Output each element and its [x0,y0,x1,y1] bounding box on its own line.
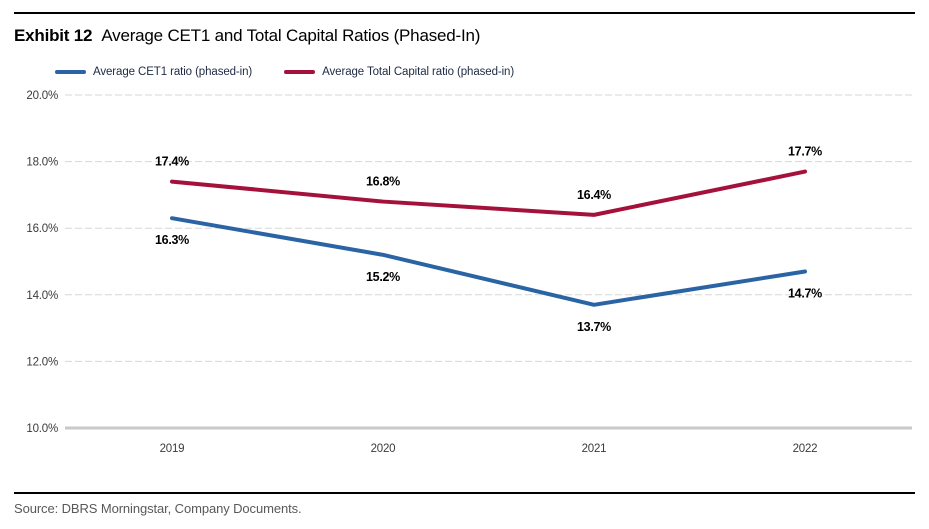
data-label-cet1: 16.3% [155,233,189,247]
total-capital-line-swatch [284,70,316,74]
y-axis-tick-label: 14.0% [26,290,58,302]
exhibit-title-text: Average CET1 and Total Capital Ratios (P… [101,26,481,45]
source-text: Source: DBRS Morningstar, Company Docume… [14,501,302,516]
y-axis-tick-label: 20.0% [26,90,58,102]
x-axis-tick-label: 2022 [793,443,818,455]
data-label-total-capital: 16.4% [577,188,611,202]
exhibit-number: Exhibit 12 [14,26,93,45]
header-divider [14,12,915,14]
x-axis-tick-label: 2019 [160,443,185,455]
legend-item-total-capital: Average Total Capital ratio (phased-in) [284,66,514,78]
data-label-total-capital: 16.8% [366,175,400,189]
series-line-total-capital [170,169,807,217]
data-label-total-capital: 17.4% [155,155,189,169]
exhibit-title: Exhibit 12 Average CET1 and Total Capital… [14,26,480,46]
y-axis-tick-label: 16.0% [26,223,58,235]
y-axis-tick-label: 12.0% [26,356,58,368]
data-label-cet1: 14.7% [788,286,822,300]
legend-label-total-capital: Average Total Capital ratio (phased-in) [322,66,515,78]
legend-item-cet1: Average CET1 ratio (phased-in) [55,66,252,78]
chart-legend: Average CET1 ratio (phased-in) Average T… [55,66,514,78]
cet1-line-swatch [55,70,86,74]
y-axis-tick-label: 10.0% [26,423,58,435]
data-label-total-capital: 17.7% [788,145,822,159]
x-axis-tick-label: 2020 [371,443,396,455]
data-label-cet1: 13.7% [577,320,611,334]
legend-label-cet1: Average CET1 ratio (phased-in) [93,66,253,78]
data-label-cet1: 15.2% [366,270,400,284]
y-axis-tick-label: 18.0% [26,157,58,169]
footer-divider [14,492,915,494]
series-line-cet1 [170,216,807,307]
x-axis-tick-label: 2021 [582,443,607,455]
